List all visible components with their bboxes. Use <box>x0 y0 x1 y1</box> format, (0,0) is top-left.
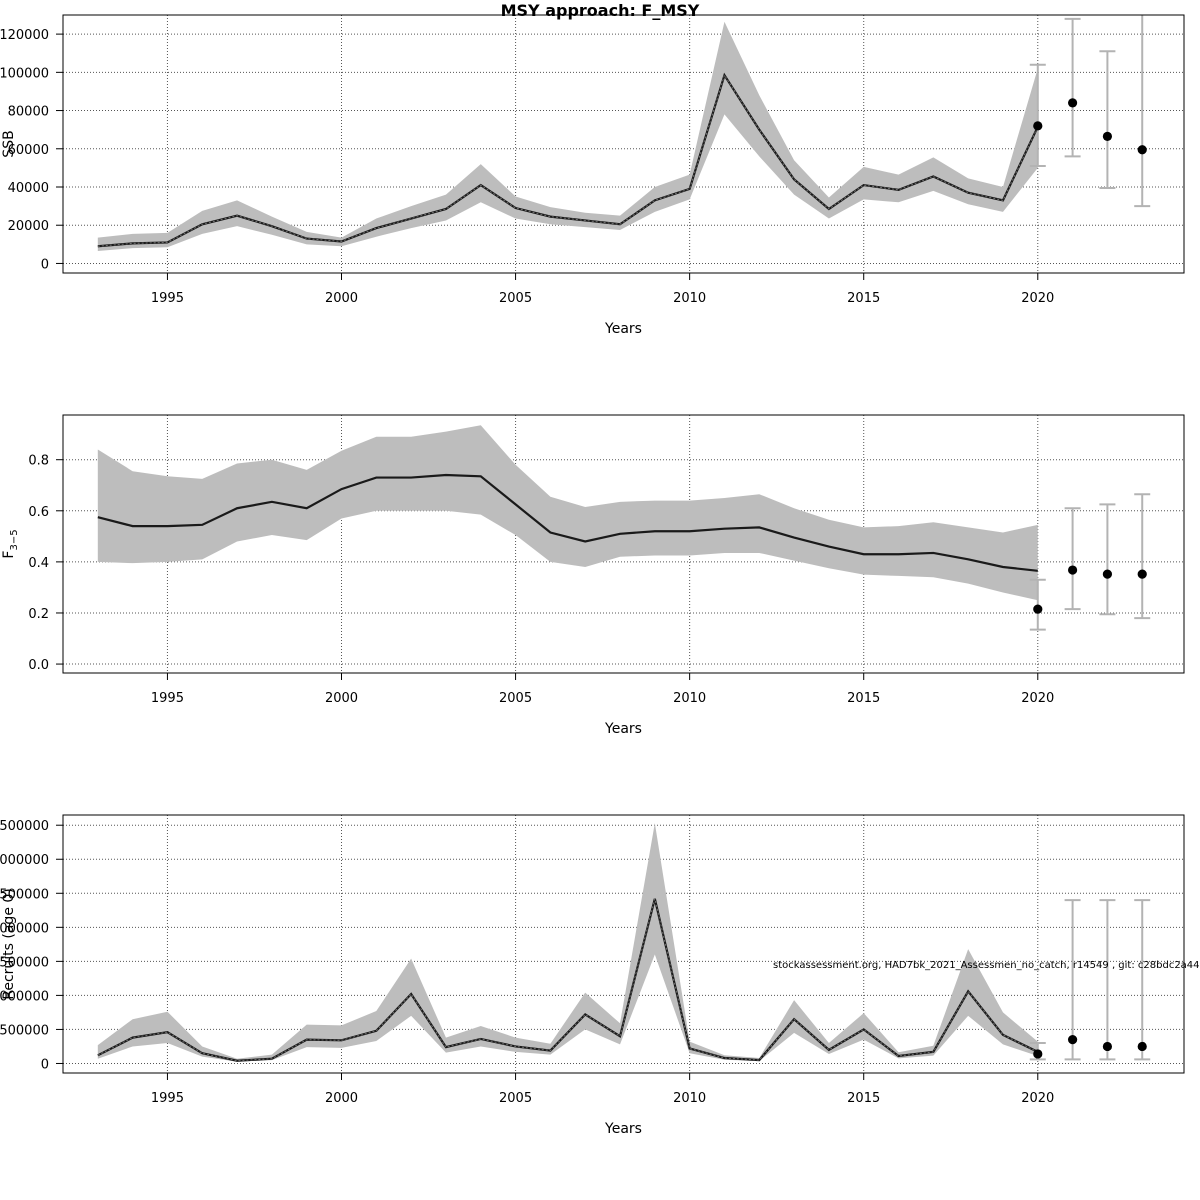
y-tick-label: 3500000 <box>0 819 49 834</box>
y-tick-label: 120000 <box>0 28 49 43</box>
forecast-point <box>1102 131 1113 141</box>
y-axis-title-main: SSB <box>1 130 17 157</box>
y-axis-title: Recruits (age 0) <box>1 888 17 1000</box>
y-tick-label: 100000 <box>0 66 49 81</box>
x-tick-label: 2000 <box>325 291 358 306</box>
y-tick-label: 2000000 <box>0 921 49 936</box>
y-axis-title: SSB <box>1 130 17 157</box>
estimate-line-dash <box>97 74 1039 247</box>
plot-frame <box>62 414 1185 674</box>
confidence-band <box>97 823 1038 1062</box>
plot-frame <box>62 14 1185 274</box>
x-tick-label: 2005 <box>499 691 532 706</box>
x-axis-title: Years <box>604 1121 642 1137</box>
plot-frame <box>62 814 1185 1074</box>
x-tick-label: 2010 <box>673 291 706 306</box>
y-axis-title-subscript: 3−5 <box>9 529 20 550</box>
x-tick-label: 2020 <box>1021 1091 1054 1106</box>
x-tick-label: 2000 <box>325 1091 358 1106</box>
y-axis-title-main: F <box>1 551 17 559</box>
x-tick-label: 1995 <box>151 691 184 706</box>
forecast-point <box>1102 569 1113 579</box>
y-tick-label: 1500000 <box>0 955 49 970</box>
y-tick-label: 2500000 <box>0 887 49 902</box>
x-axis-title: Years <box>604 321 642 337</box>
x-tick-label: 2020 <box>1021 291 1054 306</box>
forecast-point <box>1067 1035 1078 1045</box>
x-tick-label: 1995 <box>151 291 184 306</box>
forecast-point <box>1067 565 1078 575</box>
forecast-point <box>1102 1041 1113 1052</box>
confidence-band <box>97 21 1038 252</box>
x-tick-label: 2010 <box>673 1091 706 1106</box>
x-tick-label: 2020 <box>1021 691 1054 706</box>
panel-data-area <box>97 15 1151 252</box>
chart-title: MSY approach: F_MSY <box>501 1 700 20</box>
x-tick-label: 1995 <box>151 1091 184 1106</box>
estimate-line-dash <box>97 898 1038 1062</box>
x-tick-label: 2015 <box>847 691 880 706</box>
forecast-point <box>1137 1041 1147 1052</box>
y-tick-label: 60000 <box>8 143 49 158</box>
footnote: stockassessment.org, HAD7bk_2021_Assessm… <box>773 960 1200 971</box>
y-tick-label: 1000000 <box>0 989 49 1004</box>
confidence-band <box>97 425 1038 601</box>
x-tick-label: 2015 <box>847 291 880 306</box>
panel-data-area <box>97 425 1151 631</box>
x-tick-label: 2015 <box>847 1091 880 1106</box>
panel-data-area <box>97 823 1151 1062</box>
x-tick-label: 2000 <box>325 691 358 706</box>
y-tick-label: 500000 <box>0 1023 49 1038</box>
y-tick-label: 0.8 <box>28 454 49 469</box>
y-tick-label: 40000 <box>8 181 49 196</box>
x-tick-label: 2010 <box>673 691 706 706</box>
forecast-point <box>1067 98 1078 108</box>
y-tick-label: 0.0 <box>28 658 49 673</box>
forecast-point <box>1137 569 1147 579</box>
y-tick-label: 20000 <box>8 219 49 234</box>
panel-ssb: 1995 2000 2005 2010 2015 2020 0 20000 40000 60000… <box>0 14 1185 337</box>
y-tick-label: 0 <box>41 257 49 272</box>
y-tick-label: 0.2 <box>28 607 49 622</box>
y-axis-title: F3−5 <box>1 529 20 558</box>
panel-fbar: 1995 2000 2005 2010 2015 2020 0.0 0.2 0.4 0.6 0.8 Y… <box>1 414 1185 737</box>
y-tick-label: 0 <box>41 1057 49 1072</box>
estimate-line <box>97 473 1038 572</box>
y-tick-label: 80000 <box>8 105 49 120</box>
y-tick-label: 3000000 <box>0 853 49 868</box>
forecast-point <box>1033 1049 1043 1059</box>
y-axis-title-main: Recruits (age 0) <box>1 888 17 1000</box>
x-axis-title: Years <box>604 721 642 737</box>
forecast-point <box>1033 604 1043 614</box>
x-tick-label: 2005 <box>499 1091 532 1106</box>
panel-recruits: 1995 2000 2005 2010 2015 2020 0 500000 1000000 15… <box>0 814 1185 1137</box>
y-tick-label: 0.4 <box>28 556 49 571</box>
forecast-point <box>1033 121 1043 131</box>
x-tick-label: 2005 <box>499 291 532 306</box>
forecast-point <box>1137 145 1147 155</box>
panels: 1995 2000 2005 2010 2015 20200200004000060000… <box>0 14 1185 1137</box>
y-tick-label: 0.6 <box>28 505 49 520</box>
